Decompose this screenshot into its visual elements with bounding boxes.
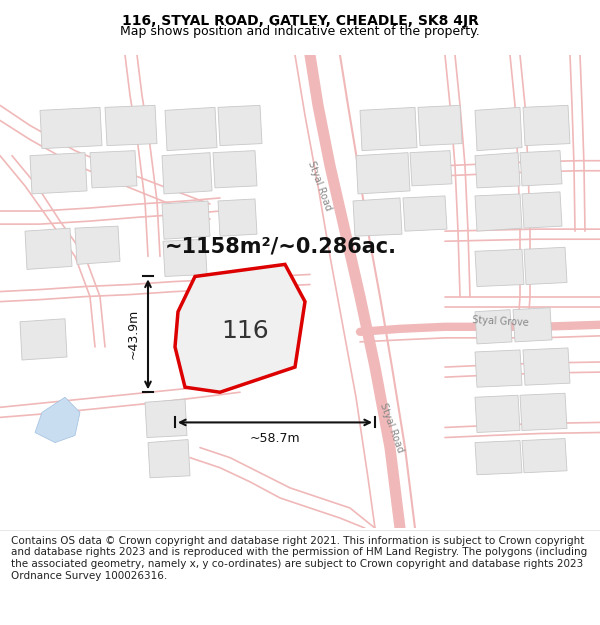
Polygon shape [145, 399, 187, 437]
Polygon shape [520, 151, 562, 186]
Polygon shape [356, 152, 410, 194]
Polygon shape [75, 226, 120, 264]
Polygon shape [218, 106, 262, 146]
Polygon shape [475, 194, 522, 231]
Text: 116: 116 [221, 319, 269, 343]
Polygon shape [30, 152, 87, 194]
Text: Styal Grove: Styal Grove [472, 315, 529, 328]
Polygon shape [523, 348, 570, 385]
Polygon shape [410, 151, 452, 186]
Polygon shape [520, 393, 567, 431]
Polygon shape [475, 152, 520, 188]
Polygon shape [175, 264, 305, 392]
Polygon shape [162, 152, 212, 194]
Polygon shape [522, 439, 567, 472]
Polygon shape [360, 107, 417, 151]
Polygon shape [25, 228, 72, 269]
Polygon shape [35, 398, 80, 442]
Text: ~43.9m: ~43.9m [127, 309, 140, 359]
Polygon shape [162, 201, 210, 239]
Polygon shape [40, 107, 102, 149]
Polygon shape [165, 107, 217, 151]
Polygon shape [523, 106, 570, 146]
Text: Styal Road: Styal Road [307, 159, 334, 212]
Polygon shape [475, 350, 522, 388]
Polygon shape [163, 239, 207, 276]
Polygon shape [353, 198, 402, 236]
Text: 116, STYAL ROAD, GATLEY, CHEADLE, SK8 4JR: 116, STYAL ROAD, GATLEY, CHEADLE, SK8 4J… [122, 14, 478, 28]
Polygon shape [148, 439, 190, 478]
Polygon shape [513, 308, 552, 342]
Text: Map shows position and indicative extent of the property.: Map shows position and indicative extent… [120, 26, 480, 39]
Polygon shape [418, 106, 462, 146]
Polygon shape [524, 248, 567, 284]
Text: Styal Road: Styal Road [379, 401, 406, 454]
Polygon shape [218, 199, 257, 236]
Polygon shape [90, 151, 137, 188]
Text: ~1158m²/~0.286ac.: ~1158m²/~0.286ac. [165, 236, 397, 256]
Polygon shape [20, 319, 67, 360]
Polygon shape [213, 151, 257, 188]
Polygon shape [475, 395, 520, 432]
Text: ~58.7m: ~58.7m [250, 432, 301, 446]
Polygon shape [105, 106, 157, 146]
Polygon shape [475, 107, 522, 151]
Polygon shape [475, 309, 512, 344]
Polygon shape [475, 249, 524, 286]
Polygon shape [522, 192, 562, 228]
Polygon shape [403, 196, 447, 231]
Text: Contains OS data © Crown copyright and database right 2021. This information is : Contains OS data © Crown copyright and d… [11, 536, 587, 581]
Polygon shape [475, 441, 522, 475]
